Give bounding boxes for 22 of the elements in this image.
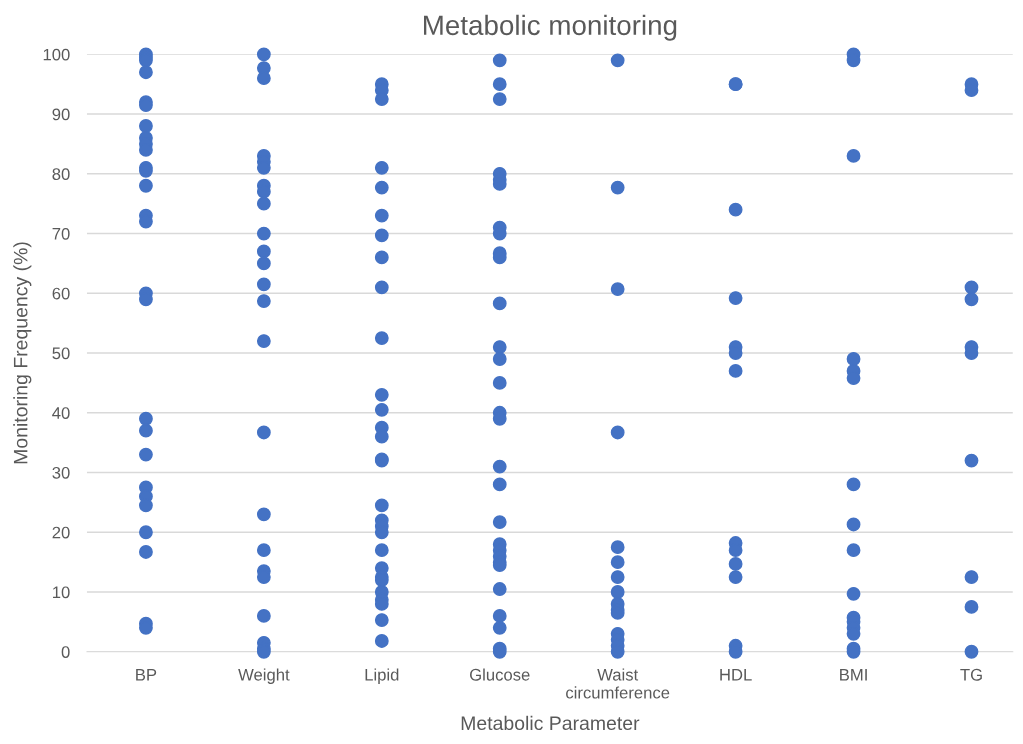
y-tick-label: 70 bbox=[52, 227, 70, 240]
y-tick-label: 40 bbox=[52, 407, 70, 419]
x-tick-label: Lipid bbox=[365, 668, 399, 684]
y-tick-label: 50 bbox=[52, 347, 70, 360]
x-tick-label: BP bbox=[136, 669, 157, 681]
x-tick-label: TG bbox=[960, 668, 982, 681]
y-tick-label: 100 bbox=[43, 48, 70, 61]
y-tick-label: 0 bbox=[61, 646, 70, 658]
chart-title: Metabolic monitoring bbox=[424, 14, 677, 41]
x-tick-label: HDL bbox=[720, 669, 752, 681]
x-tick-label: Glucose bbox=[470, 668, 530, 681]
y-axis-title: Monitoring Frequency (%) bbox=[13, 242, 32, 464]
y-tick-label: 90 bbox=[52, 108, 70, 121]
x-tick-label: Waist circumference bbox=[566, 668, 670, 699]
x-tick-label: Weight bbox=[238, 668, 290, 684]
y-tick-label: 10 bbox=[53, 586, 70, 599]
y-tick-label: 20 bbox=[52, 526, 70, 539]
x-tick-label: BMI bbox=[840, 669, 867, 681]
y-tick-label: 80 bbox=[52, 168, 70, 180]
y-tick-label: 60 bbox=[52, 287, 70, 300]
x-axis-title: Metabolic Parameter bbox=[461, 715, 640, 731]
y-tick-label: 30 bbox=[52, 466, 70, 479]
